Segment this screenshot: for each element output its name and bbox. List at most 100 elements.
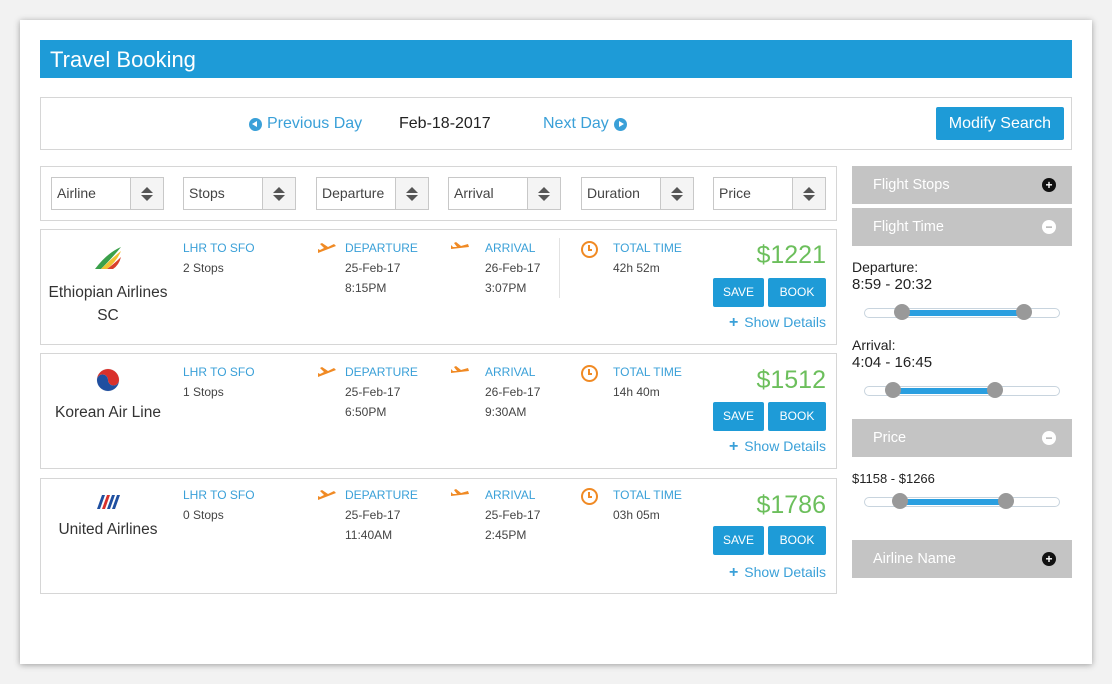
sort-departure-select[interactable]: Departure — [316, 177, 429, 210]
flight-price: $1786 — [756, 491, 826, 519]
total-time-label: TOTAL TIME — [613, 241, 682, 255]
save-button[interactable]: SAVE — [713, 402, 764, 431]
departure-column: DEPARTURE 25-Feb-17 11:40AM — [345, 485, 418, 545]
sort-arrows-icon — [792, 178, 825, 209]
next-day-link[interactable]: Next Day — [543, 115, 627, 133]
route: LHR TO SFO — [183, 241, 255, 255]
sort-label: Price — [719, 185, 751, 201]
route: LHR TO SFO — [183, 365, 255, 379]
sort-arrival-select[interactable]: Arrival — [448, 177, 561, 210]
total-time-label: TOTAL TIME — [613, 365, 682, 379]
stops: 0 Stops — [183, 508, 224, 522]
departure-label: DEPARTURE — [345, 241, 418, 255]
price-slider[interactable] — [864, 493, 1060, 509]
sort-label: Duration — [587, 185, 640, 201]
sort-bar: Airline Stops Departure Arrival Duration… — [40, 166, 837, 221]
slider-fill — [901, 310, 1025, 316]
slider-handle-max[interactable] — [1016, 304, 1033, 320]
flight-time-panel-header[interactable]: Flight Time − — [852, 208, 1072, 246]
sort-airline-select[interactable]: Airline — [51, 177, 164, 210]
departure-label: DEPARTURE — [345, 365, 418, 379]
sort-arrows-icon — [262, 178, 295, 209]
slider-handle-min[interactable] — [893, 304, 910, 320]
show-details-link[interactable]: + Show Details — [729, 314, 826, 332]
arrival-date: 25-Feb-17 — [485, 508, 541, 522]
arrival-time-slider[interactable] — [864, 382, 1060, 398]
plane-departure-icon — [318, 490, 336, 500]
show-details-label: Show Details — [744, 438, 826, 454]
route-column: LHR TO SFO 2 Stops — [183, 238, 255, 278]
date-navigation: Previous Day Feb-18-2017 Next Day Modify… — [40, 97, 1072, 150]
sort-price-select[interactable]: Price — [713, 177, 826, 210]
clock-icon — [581, 365, 598, 382]
departure-time-slider[interactable] — [864, 304, 1060, 320]
arrival-filter-label: Arrival: — [852, 337, 896, 353]
book-button[interactable]: BOOK — [768, 526, 826, 555]
departure-column: DEPARTURE 25-Feb-17 6:50PM — [345, 362, 418, 422]
flight-price: $1512 — [756, 366, 826, 394]
panel-title: Flight Time — [873, 219, 944, 235]
sort-label: Departure — [322, 185, 385, 201]
airline-name-panel-header[interactable]: Airline Name + — [852, 540, 1072, 578]
total-time: 03h 05m — [613, 508, 660, 522]
arrival-label: ARRIVAL — [485, 365, 536, 379]
collapse-icon: − — [1042, 220, 1056, 234]
route-column: LHR TO SFO 1 Stops — [183, 362, 255, 402]
show-details-label: Show Details — [744, 314, 826, 330]
united-airlines-logo — [97, 495, 120, 509]
price-panel-header[interactable]: Price − — [852, 419, 1072, 457]
departure-time: 6:50PM — [345, 405, 387, 419]
sort-label: Arrival — [454, 185, 494, 201]
slider-handle-min[interactable] — [892, 493, 908, 509]
arrival-time: 2:45PM — [485, 528, 527, 542]
total-time-column: TOTAL TIME 42h 52m — [613, 238, 682, 278]
slider-handle-max[interactable] — [998, 493, 1015, 509]
total-time-column: TOTAL TIME 03h 05m — [613, 485, 682, 525]
show-details-link[interactable]: + Show Details — [729, 438, 826, 456]
clock-icon — [581, 241, 598, 258]
app-title: Travel Booking — [50, 47, 196, 72]
previous-day-link[interactable]: Previous Day — [249, 115, 362, 133]
stops: 2 Stops — [183, 261, 224, 275]
plane-departure-icon — [318, 243, 336, 253]
departure-range: 8:59 - 20:32 — [852, 276, 933, 293]
arrival-date: 26-Feb-17 — [485, 385, 541, 399]
airline-name: Korean Air Line — [55, 404, 161, 421]
plus-icon: + — [728, 564, 739, 581]
arrival-date: 26-Feb-17 — [485, 261, 541, 275]
sort-stops-select[interactable]: Stops — [183, 177, 296, 210]
clock-icon — [581, 488, 598, 505]
sort-label: Stops — [189, 185, 225, 201]
departure-label: DEPARTURE — [345, 488, 418, 502]
chevron-left-circle-icon — [249, 117, 262, 131]
departure-filter-label: Departure: — [852, 259, 919, 275]
save-button[interactable]: SAVE — [713, 278, 764, 307]
slider-handle-min[interactable] — [884, 382, 901, 398]
book-button[interactable]: BOOK — [768, 278, 826, 307]
arrival-column: ARRIVAL 26-Feb-17 3:07PM — [485, 238, 540, 298]
modify-search-button[interactable]: Modify Search — [935, 107, 1064, 140]
sort-arrows-icon — [395, 178, 428, 209]
flight-price: $1221 — [756, 241, 826, 269]
arrival-time: 3:07PM — [485, 281, 527, 295]
plus-icon: + — [728, 438, 739, 455]
airline-name: Ethiopian Airlines SC — [48, 284, 168, 324]
previous-day-label: Previous Day — [267, 115, 363, 132]
flight-result-card: Ethiopian Airlines SC LHR TO SFO 2 Stops… — [40, 229, 837, 345]
save-button[interactable]: SAVE — [713, 526, 764, 555]
flight-result-card: United Airlines LHR TO SFO 0 Stops DEPAR… — [40, 478, 837, 594]
stops: 1 Stops — [183, 385, 224, 399]
sort-arrows-icon — [527, 178, 560, 209]
flight-stops-panel-header[interactable]: Flight Stops + — [852, 166, 1072, 204]
slider-handle-max[interactable] — [987, 382, 1004, 398]
sort-arrows-icon — [130, 178, 163, 209]
next-day-label: Next Day — [543, 115, 609, 132]
sort-duration-select[interactable]: Duration — [581, 177, 694, 210]
total-time: 42h 52m — [613, 261, 660, 275]
book-button[interactable]: BOOK — [768, 402, 826, 431]
route: LHR TO SFO — [183, 488, 255, 502]
show-details-link[interactable]: + Show Details — [729, 564, 826, 582]
airline-name: United Airlines — [58, 521, 158, 538]
korean-air-logo — [96, 368, 120, 392]
panel-title: Flight Stops — [873, 177, 950, 193]
